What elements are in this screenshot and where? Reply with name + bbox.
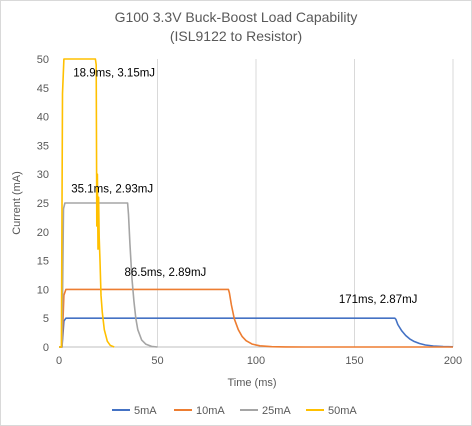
- y-tick-label: 10: [37, 284, 49, 296]
- x-axis-title: Time (ms): [227, 377, 276, 389]
- x-tick-label: 0: [56, 355, 62, 367]
- series-line-25mA: [59, 202, 158, 348]
- x-tick-label: 50: [151, 355, 163, 367]
- legend-label-50mA: 50mA: [328, 405, 357, 417]
- data-annotation: 35.1ms, 2.93mJ: [71, 184, 153, 196]
- data-annotation: 86.5ms, 2.89mJ: [124, 267, 206, 279]
- x-tick-label: 150: [345, 355, 363, 367]
- y-tick-label: 5: [43, 313, 49, 325]
- y-tick-label: 0: [43, 342, 49, 354]
- chart-subtitle: (ISL9122 to Resistor): [169, 28, 303, 44]
- data-annotation: 171ms, 2.87mJ: [339, 294, 418, 306]
- legend-label-5mA: 5mA: [134, 405, 157, 417]
- y-tick-label: 30: [37, 169, 49, 181]
- y-tick-label: 40: [37, 112, 49, 124]
- y-tick-label: 20: [37, 227, 49, 239]
- x-tick-label: 200: [444, 355, 462, 367]
- legend-label-25mA: 25mA: [262, 405, 291, 417]
- y-tick-label: 25: [37, 198, 49, 210]
- y-tick-label: 50: [37, 54, 49, 66]
- series-line-10mA: [59, 288, 453, 348]
- data-annotation: 18.9ms, 3.15mJ: [73, 67, 155, 79]
- series-line-50mA: [59, 58, 115, 348]
- chart-title: G100 3.3V Buck-Boost Load Capability: [114, 9, 358, 25]
- legend-label-10mA: 10mA: [196, 405, 225, 417]
- y-axis-title: Current (mA): [11, 171, 23, 235]
- y-tick-label: 35: [37, 140, 49, 152]
- series-line-5mA: [59, 317, 454, 348]
- y-tick-label: 45: [37, 83, 49, 95]
- x-tick-label: 100: [247, 355, 265, 367]
- y-tick-label: 15: [37, 256, 49, 268]
